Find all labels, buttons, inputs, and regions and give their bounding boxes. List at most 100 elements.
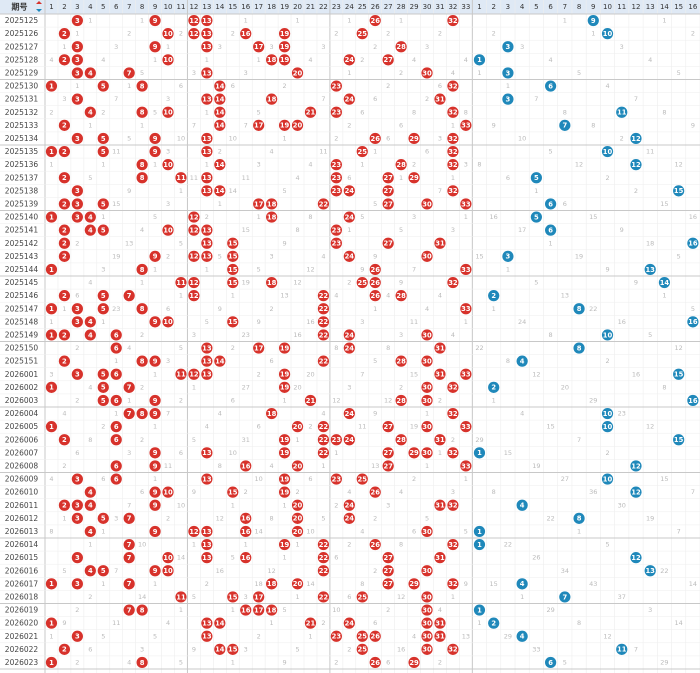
red-ball [149,565,161,577]
miss-count: 2 [244,488,248,496]
red-ball-number: 9 [153,43,158,51]
blue-ball [630,132,642,145]
red-ball-number: 3 [75,17,80,25]
blue-ball-number: 12 [631,135,641,143]
period-label: 2026015 [5,553,39,562]
draw-row: 2025145 4 1 11 12 15 19 18 12 2 25 26 9 32 5 9 14 [0,275,700,289]
red-ball-number: 27 [383,56,393,64]
red-ball-number: 2 [62,200,67,208]
red-ball [71,54,83,66]
red-ball [343,499,355,511]
red-ball [123,552,135,564]
red-ball [421,447,433,459]
red-ball-number: 26 [370,279,380,287]
red-ball-number: 27 [383,200,393,208]
miss-count: 2 [605,174,609,182]
miss-count: 22 [475,344,483,352]
miss-count: 2 [605,357,609,365]
header-red-7: 7 [127,3,131,11]
blue-ball [630,460,642,472]
miss-count: 2 [347,121,351,129]
miss-count: 8 [577,619,581,627]
red-ball-number: 33 [461,200,471,208]
red-ball [110,342,122,354]
draw-row: 2025142 2 2 13 5 13 15 9 23 27 31 1 18 16 [0,236,700,249]
red-ball [45,145,58,158]
miss-count: 4 [127,344,131,352]
red-ball [84,316,96,328]
miss-count: 9 [399,279,403,287]
red-ball [188,525,200,538]
red-ball-number: 11 [176,371,186,379]
miss-count: 12 [675,161,683,169]
red-ball-number: 7 [127,580,132,588]
red-ball [240,604,252,616]
period-label: 2025148 [5,317,39,326]
miss-count: 2 [218,148,222,156]
miss-count: 1 [153,370,157,378]
red-ball-number: 19 [280,488,290,496]
red-ball-number: 24 [345,344,355,352]
miss-count: 6 [179,449,183,457]
red-ball [188,224,200,236]
red-ball [317,355,330,367]
red-ball-number: 6 [114,462,119,470]
red-ball-number: 30 [422,423,432,431]
red-ball [330,473,342,485]
red-ball [227,263,239,276]
miss-count: 5 [425,514,429,522]
miss-count: 2 [438,396,442,404]
red-ball-number: 25 [358,646,368,654]
miss-count: 4 [334,292,338,300]
period-label: 2026005 [5,422,39,431]
red-ball-number: 1 [49,82,54,90]
red-ball [201,342,213,354]
red-ball-number: 1 [49,659,54,667]
red-ball [123,407,135,420]
blue-ball [601,28,614,40]
red-ball [97,303,109,315]
red-ball [110,421,122,433]
miss-count: 1 [140,17,144,25]
red-ball-number: 28 [396,397,406,405]
red-ball-number: 32 [448,161,458,169]
blue-ball-number: 15 [674,371,684,379]
period-label: 2025129 [5,68,39,77]
red-ball-number: 4 [88,69,93,77]
blue-ball-number: 10 [603,331,613,339]
miss-count: 4 [49,475,53,483]
red-ball-number: 26 [370,292,380,300]
blue-ball [673,185,685,197]
miss-count: 7 [114,95,118,103]
red-ball-number: 7 [127,541,132,549]
miss-count: 6 [386,658,390,666]
miss-count: 11 [164,462,172,470]
blue-ball [644,565,656,577]
miss-count: 13 [462,632,470,640]
miss-count: 27 [242,383,250,391]
red-ball-number: 3 [75,213,80,221]
red-ball [201,28,213,40]
red-ball-number: 30 [422,357,432,365]
red-ball-number: 20 [293,122,303,130]
draw-row: 2026002 1 4 5 7 2 1 27 19 20 3 2 30 32 2 20 8 [0,380,700,393]
miss-count: 2 [412,161,416,169]
red-ball [136,80,148,92]
miss-count: 2 [451,436,455,444]
miss-count: 9 [192,645,196,653]
miss-count: 1 [283,501,287,509]
miss-count: 1 [662,292,666,300]
red-ball-number: 22 [319,292,329,300]
miss-count: 2 [179,30,183,38]
miss-count: 11 [646,148,654,156]
red-ball [149,447,161,459]
miss-count: 2 [334,30,338,38]
miss-count: 3 [648,606,652,614]
miss-count: 3 [49,370,53,378]
red-ball-number: 25 [358,633,368,641]
miss-count: 13 [371,462,379,470]
miss-count: 2 [101,108,105,116]
miss-count: 3 [166,200,170,208]
red-ball-number: 15 [228,488,238,496]
miss-count: 1 [438,449,442,457]
